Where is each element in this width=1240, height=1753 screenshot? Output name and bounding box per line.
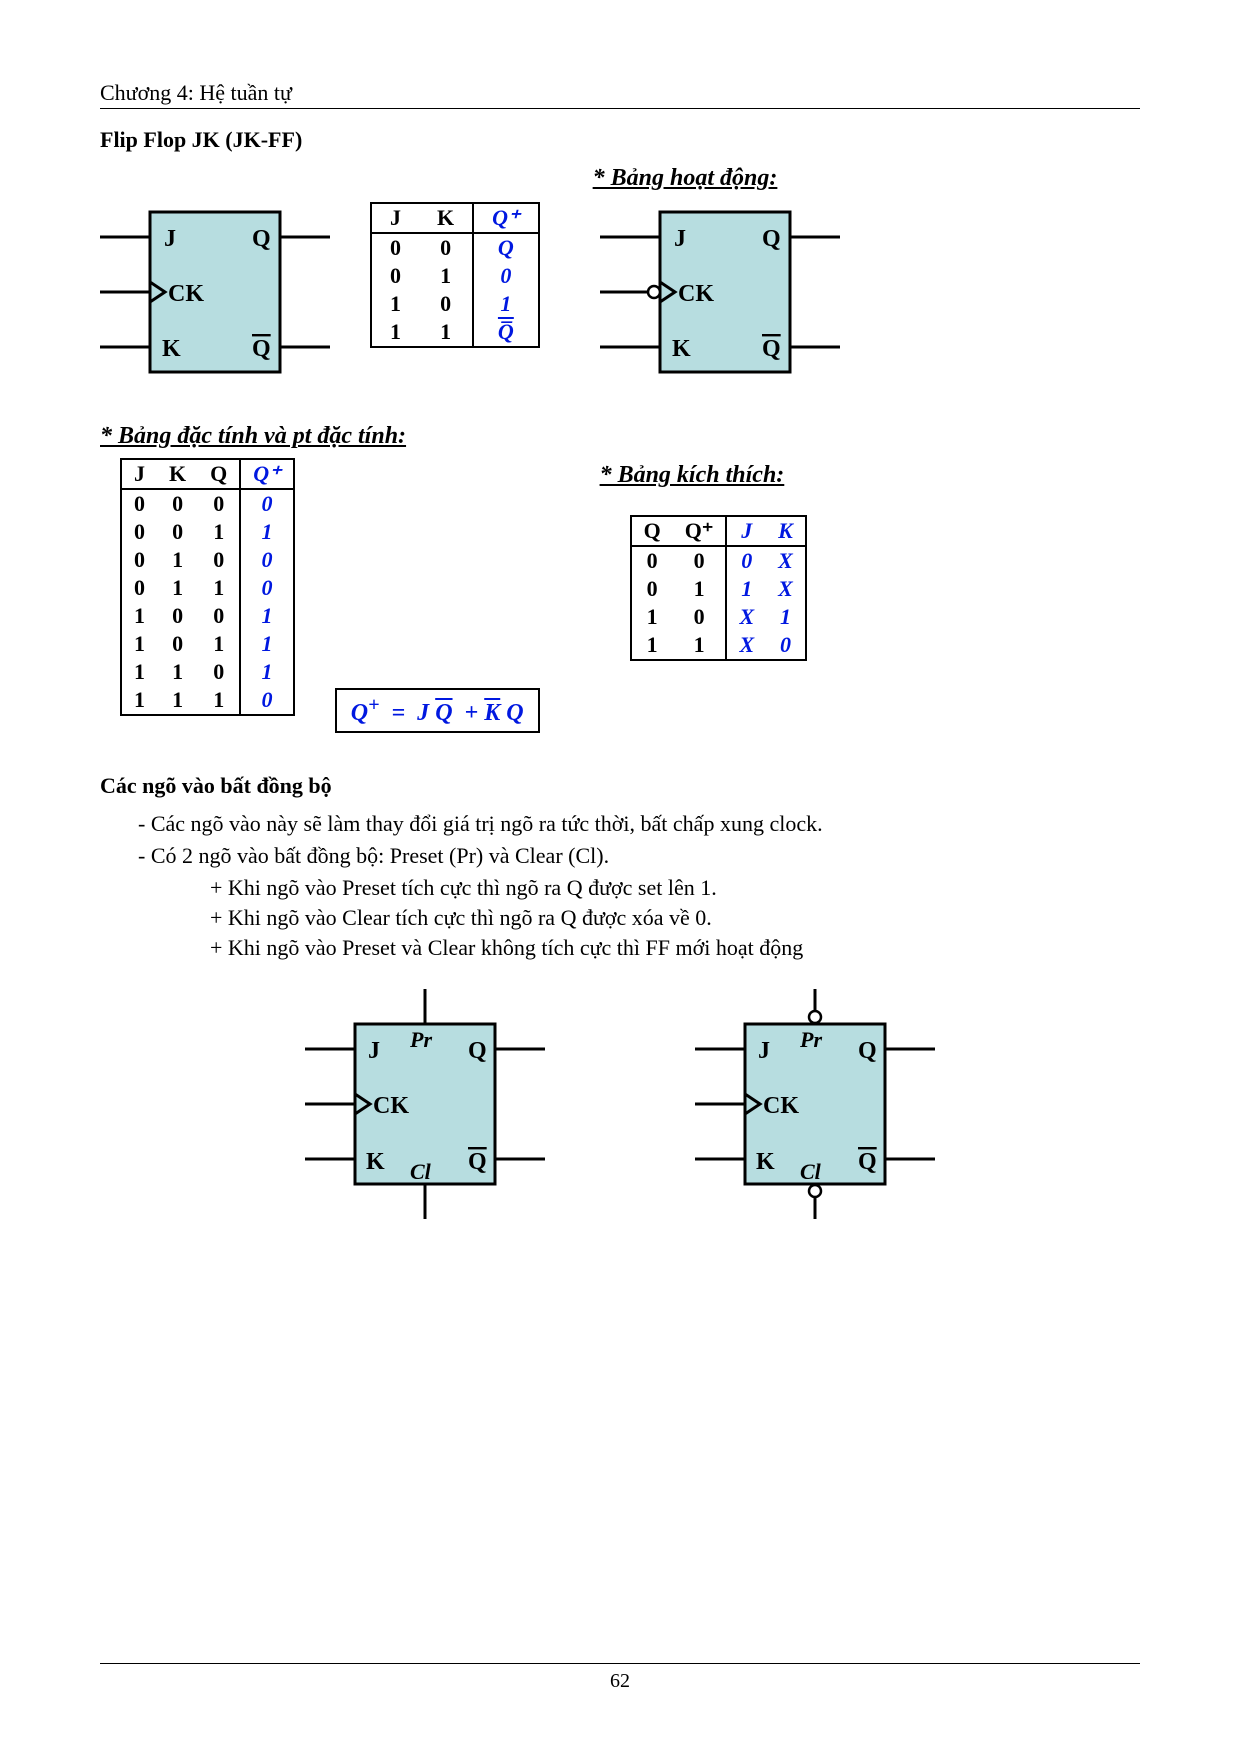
svg-text:Cl: Cl <box>410 1159 432 1184</box>
section-title: Flip Flop JK (JK-FF) <box>100 127 1140 153</box>
async-inputs-section: Các ngõ vào bất đồng bộ Các ngõ vào này … <box>100 773 1140 961</box>
svg-text:Q: Q <box>762 226 781 252</box>
svg-text:K: K <box>672 336 691 362</box>
svg-text:J: J <box>164 226 176 252</box>
svg-text:Q: Q <box>468 1149 487 1175</box>
async-heading: Các ngõ vào bất đồng bộ <box>100 773 1140 799</box>
svg-text:Q: Q <box>858 1149 877 1175</box>
svg-text:CK: CK <box>763 1093 799 1119</box>
page-number: 62 <box>610 1670 630 1692</box>
page-footer: 62 <box>100 1663 1140 1693</box>
subtitle-activity: * Bảng hoạt động: <box>593 165 778 191</box>
plus-item: + Khi ngõ vào Clear tích cực thì ngõ ra … <box>210 905 1140 931</box>
bullet-item: Các ngõ vào này sẽ làm thay đổi giá trị … <box>156 811 1140 837</box>
bullet-item: Có 2 ngõ vào bất đồng bộ: Preset (Pr) và… <box>156 843 1140 869</box>
svg-text:J: J <box>674 226 686 252</box>
jk-ff-prcl-active-low: J CK K Q Q Pr Cl <box>690 989 940 1224</box>
jk-ff-prcl-active-high: J CK K Q Q Pr Cl <box>300 989 550 1224</box>
characteristic-equation: Q+ = J Q + K Q <box>335 688 540 733</box>
activity-table: J K Q⁺ 00Q 010 101 11Q̅ <box>370 202 540 353</box>
svg-text:K: K <box>366 1149 385 1175</box>
svg-text:K: K <box>756 1149 775 1175</box>
svg-text:Pr: Pr <box>409 1027 432 1052</box>
svg-text:J: J <box>758 1038 770 1064</box>
svg-text:J: J <box>368 1038 380 1064</box>
svg-text:Q: Q <box>252 226 271 252</box>
svg-text:Q: Q <box>468 1038 487 1064</box>
svg-text:Q: Q <box>762 336 781 362</box>
jk-ff-symbol-negedge: J CK K Q Q <box>600 202 840 387</box>
svg-text:Cl: Cl <box>800 1159 822 1184</box>
excitation-table: Q Q⁺ J K 000X 011X 10X1 11X0 <box>630 515 807 661</box>
jk-ff-symbol-posedge: J CK K Q Q <box>100 202 330 387</box>
svg-text:Pr: Pr <box>799 1027 822 1052</box>
svg-text:CK: CK <box>678 281 714 307</box>
subtitle-excitation: * Bảng kích thích: <box>600 462 807 489</box>
plus-item: + Khi ngõ vào Preset và Clear không tích… <box>210 935 1140 961</box>
chapter-header: Chương 4: Hệ tuần tự <box>100 80 1140 109</box>
svg-text:Q: Q <box>858 1038 877 1064</box>
subtitle-characteristic: * Bảng đặc tính và pt đặc tính: <box>100 423 1140 450</box>
svg-text:Q: Q <box>252 336 271 362</box>
plus-item: + Khi ngõ vào Preset tích cực thì ngõ ra… <box>210 875 1140 901</box>
svg-text:CK: CK <box>373 1093 409 1119</box>
svg-text:CK: CK <box>168 281 204 307</box>
svg-text:K: K <box>162 336 181 362</box>
characteristic-table: J K Q Q⁺ 0000 0011 0100 0110 1001 1011 1… <box>120 458 295 721</box>
